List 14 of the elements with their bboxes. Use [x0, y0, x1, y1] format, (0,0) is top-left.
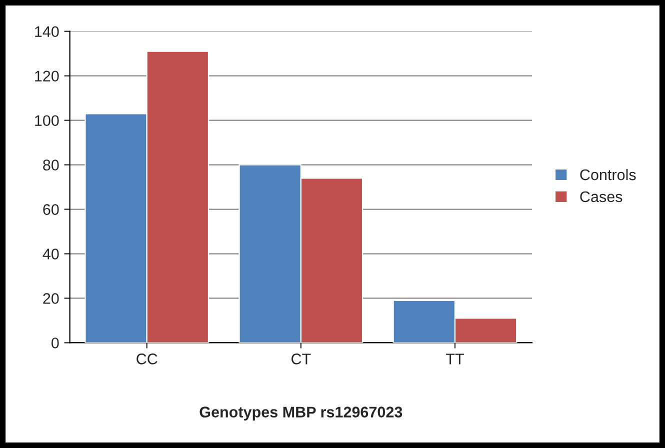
x-tick-label: CC	[136, 354, 158, 364]
legend-label: Controls	[580, 168, 636, 180]
x-tick-label: TT	[446, 354, 464, 364]
x-tick-label: CT	[292, 354, 311, 364]
y-tick-label: 60	[43, 204, 59, 215]
y-tick-label: 140	[35, 26, 59, 38]
y-tick-label: 100	[35, 115, 59, 126]
y-tick-label: 80	[43, 160, 59, 170]
y-tick-label: 20	[43, 293, 59, 304]
y-tick-label: 120	[35, 70, 59, 82]
y-tick-label: 40	[42, 248, 59, 260]
y-tick-label: 0	[52, 338, 59, 348]
x-axis-title: Genotypes MBP rs12967023	[200, 406, 402, 421]
legend-label: Cases	[580, 191, 622, 202]
